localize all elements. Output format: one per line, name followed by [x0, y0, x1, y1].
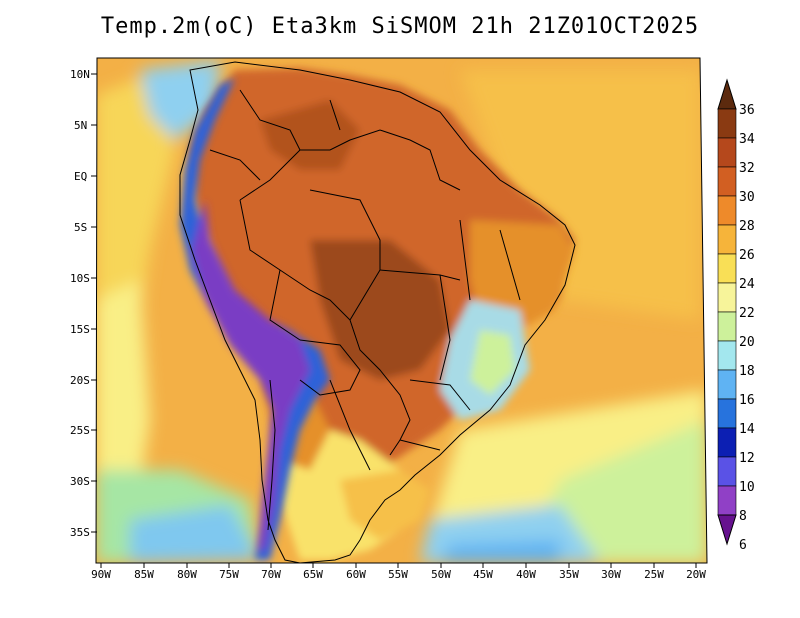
colorbar-swatch	[717, 340, 737, 371]
lon-label: 80W	[177, 568, 197, 581]
lat-label: 10N	[70, 68, 90, 81]
colorbar-swatch	[717, 485, 737, 516]
lon-label: 30W	[601, 568, 621, 581]
colorbar-tick-label: 16	[739, 393, 755, 408]
lat-label: 10S	[70, 272, 90, 285]
lon-label: 90W	[91, 568, 111, 581]
latitude-labels: 10N 5N EQ 5S 10S 15S 20S 25S 30S 35S	[70, 68, 90, 539]
longitude-labels: 90W 85W 80W 75W 70W 65W 60W 55W 50W 45W …	[91, 568, 706, 581]
map-title: Temp.2m(oC) Eta3km SiSMOM 21h 21Z01OCT20…	[100, 14, 700, 39]
colorbar-tick-label: 14	[739, 422, 755, 437]
colorbar-tick-label: 20	[739, 335, 755, 350]
colorbar-swatch	[717, 137, 737, 168]
colorbar-swatch	[717, 369, 737, 400]
colorbar-tick-label: 26	[739, 248, 755, 263]
colorbar-swatches	[717, 78, 737, 546]
lat-label: 35S	[70, 526, 90, 539]
colorbar-tick-label: 6	[739, 538, 747, 553]
colorbar-tick-label: 10	[739, 480, 755, 495]
colorbar-swatch	[717, 311, 737, 342]
lon-label: 50W	[431, 568, 451, 581]
colorbar-swatch	[717, 427, 737, 458]
lon-label: 20W	[686, 568, 706, 581]
lat-label: 15S	[70, 323, 90, 336]
lon-label: 60W	[346, 568, 366, 581]
colorbar-tick-label: 18	[739, 364, 755, 379]
colorbar-tick-label: 34	[739, 132, 755, 147]
colorbar-tick-label: 12	[739, 451, 755, 466]
lon-label: 75W	[219, 568, 239, 581]
colorbar-swatch	[717, 514, 737, 546]
map-field	[96, 58, 707, 563]
lon-label: 25W	[644, 568, 664, 581]
lon-label: 65W	[303, 568, 323, 581]
lat-label: 20S	[70, 374, 90, 387]
lat-label: 30S	[70, 475, 90, 488]
colorbar-swatch	[717, 78, 737, 110]
colorbar-tick-label: 32	[739, 161, 755, 176]
lon-label: 35W	[559, 568, 579, 581]
colorbar-swatch	[717, 224, 737, 255]
colorbar-tick-label: 22	[739, 306, 755, 321]
colorbar-swatch	[717, 195, 737, 226]
lat-label: 5N	[74, 119, 87, 132]
lon-label: 70W	[261, 568, 281, 581]
lat-label: EQ	[74, 170, 87, 183]
colorbar-swatch	[717, 398, 737, 429]
colorbar-tick-label: 8	[739, 509, 747, 524]
lon-label: 85W	[134, 568, 154, 581]
lat-label: 5S	[74, 221, 87, 234]
colorbar-tick-label: 28	[739, 219, 755, 234]
lon-label: 40W	[516, 568, 536, 581]
colorbar-swatch	[717, 166, 737, 197]
colorbar-ticks: 36 34 32 30 28 26 24 22 20 18 16 14 12 10 8 6	[739, 103, 755, 553]
colorbar-tick-label: 24	[739, 277, 755, 292]
colorbar-tick-label: 36	[739, 103, 755, 118]
map-frame	[95, 57, 708, 564]
colorbar-tick-label: 30	[739, 190, 755, 205]
lon-label: 55W	[388, 568, 408, 581]
colorbar-swatch	[717, 108, 737, 139]
lat-label: 25S	[70, 424, 90, 437]
colorbar-swatch	[717, 253, 737, 284]
colorbar-swatch	[717, 456, 737, 487]
colorbar-swatch	[717, 282, 737, 313]
lon-label: 45W	[473, 568, 493, 581]
